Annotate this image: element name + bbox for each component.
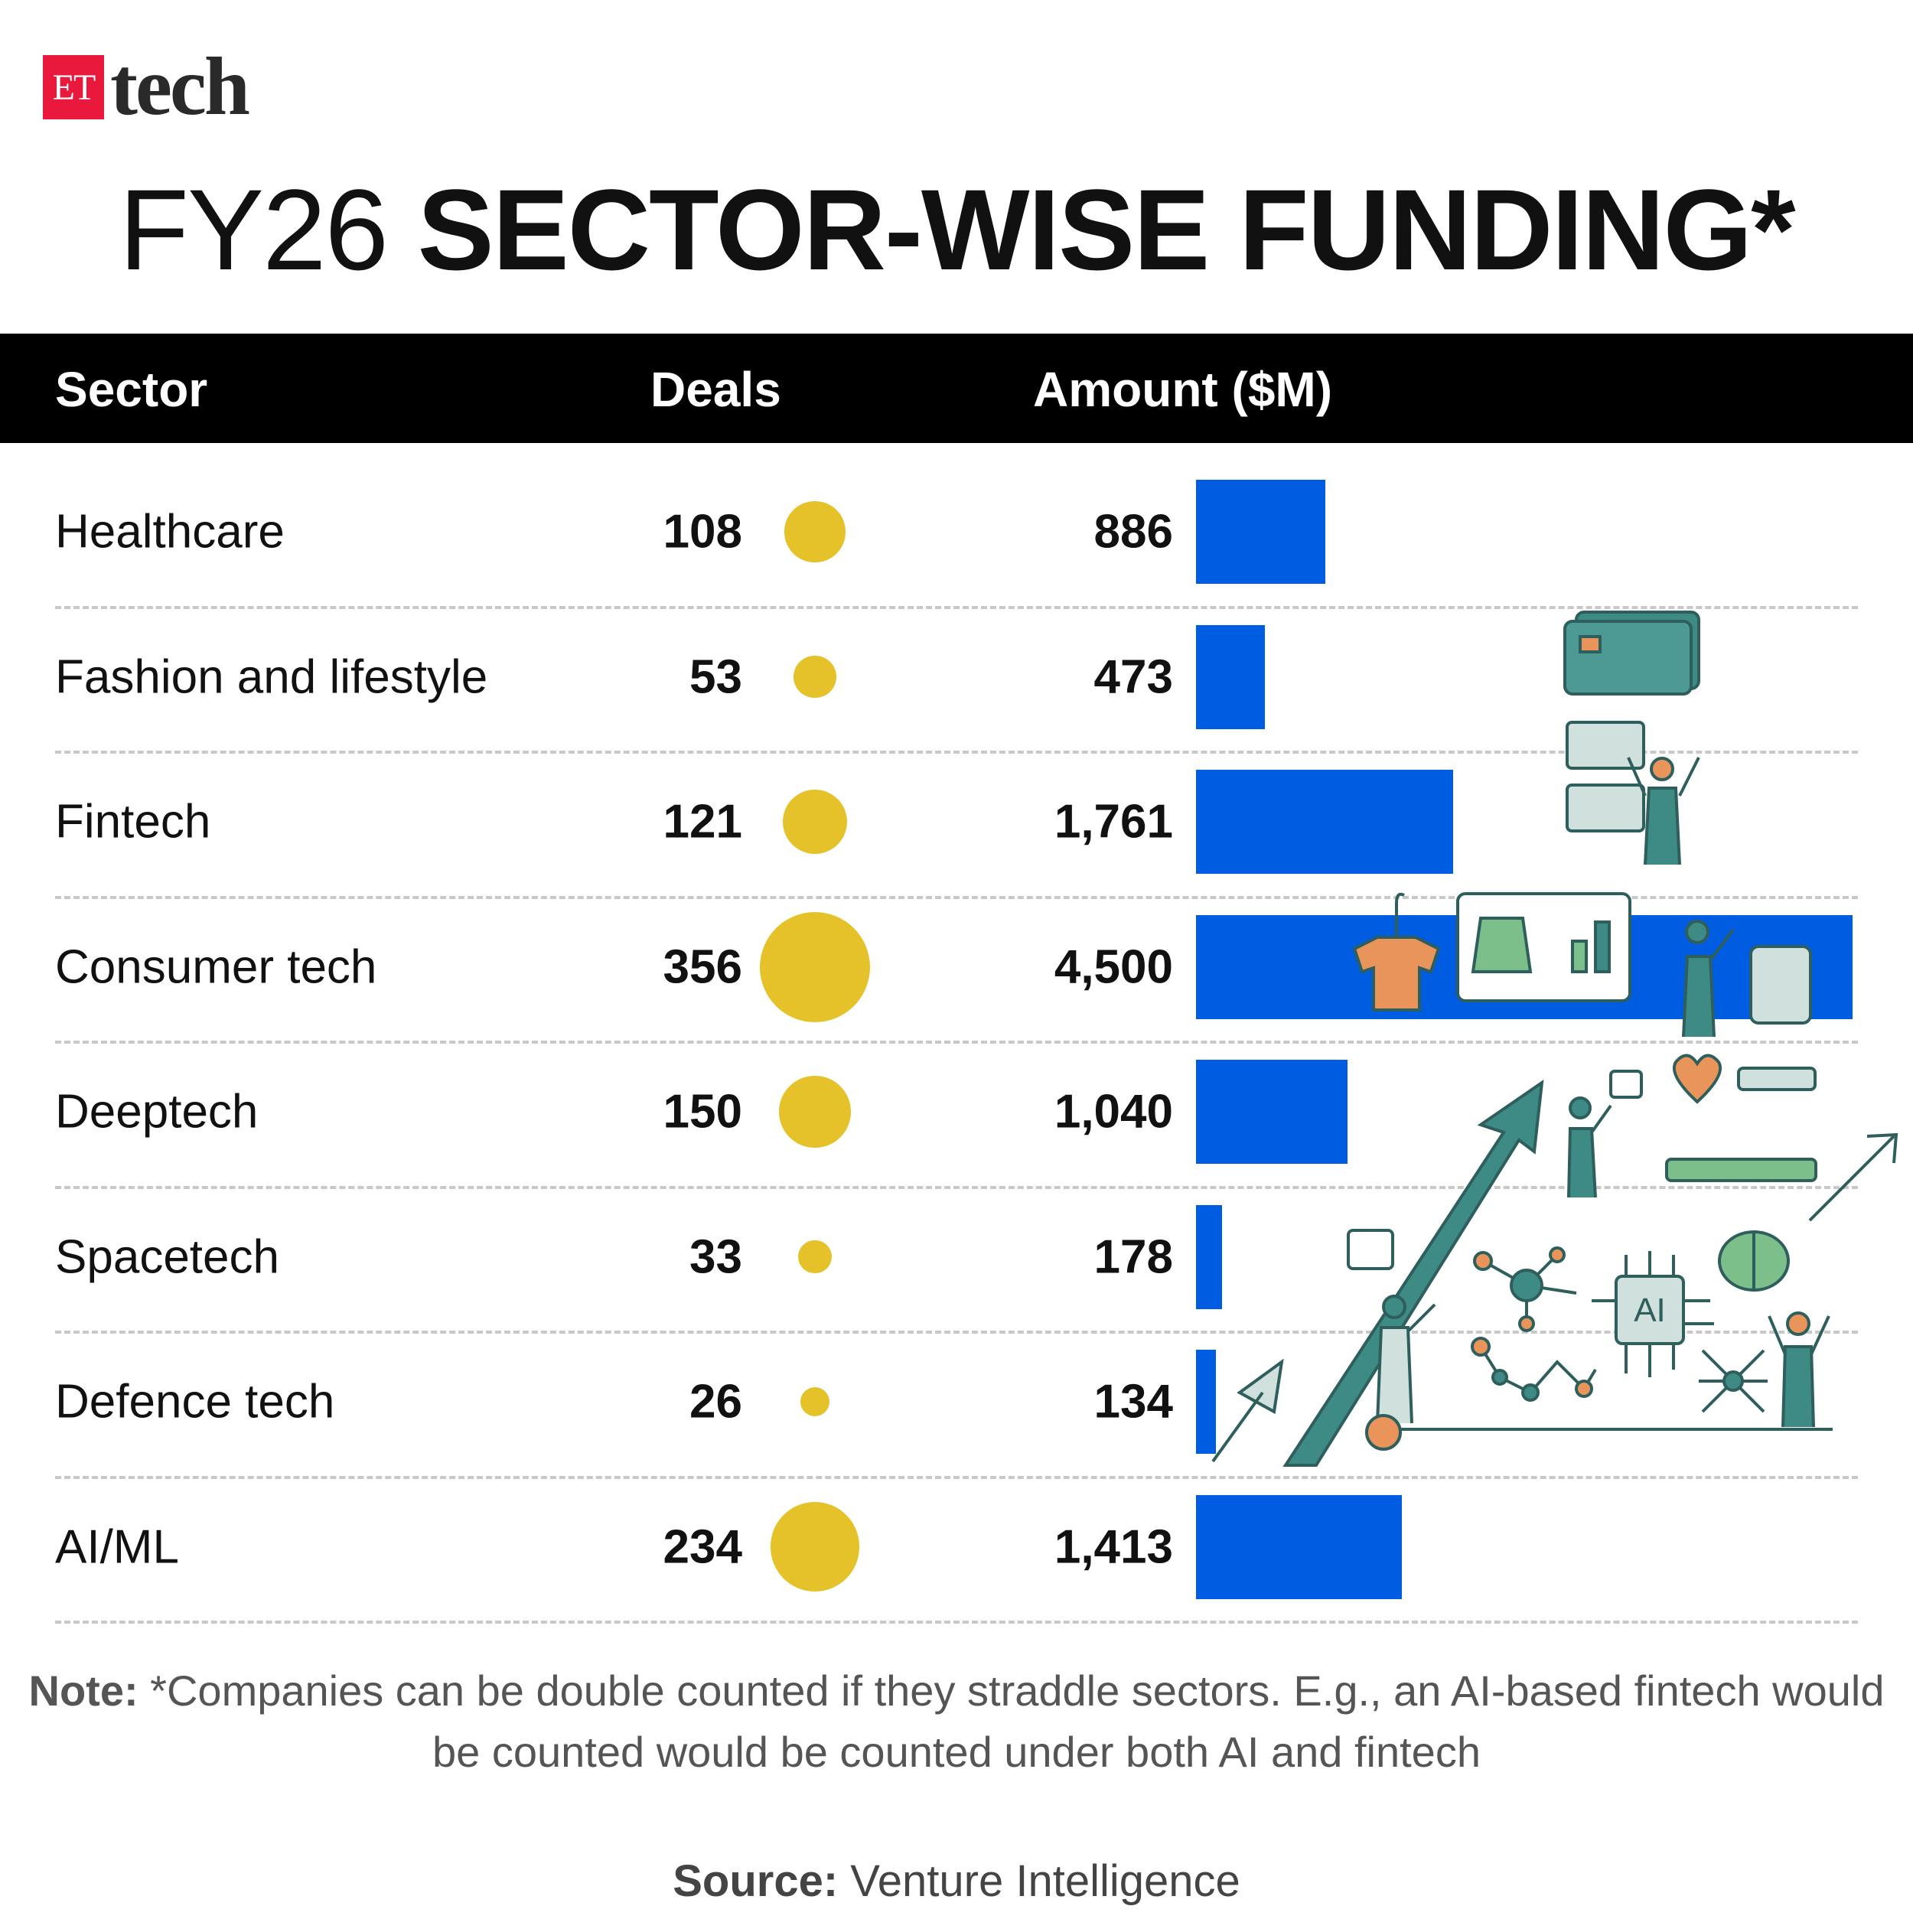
row-divider	[55, 1185, 1858, 1189]
amount-value: 1,040	[1054, 1085, 1173, 1139]
small-arrow-icon	[1211, 1358, 1284, 1463]
deals-value: 108	[663, 505, 742, 559]
deals-bubble	[783, 790, 847, 854]
header-amount: Amount ($M)	[1033, 362, 1333, 417]
heart-icon	[1672, 1054, 1722, 1104]
amount-bar	[1196, 1494, 1403, 1599]
note-label: Note:	[28, 1666, 139, 1715]
sector-label: Consumer tech	[55, 940, 377, 993]
hub-icon	[1699, 1349, 1768, 1413]
amount-value: 1,413	[1054, 1520, 1173, 1573]
shirt-icon	[1352, 892, 1441, 1012]
deals-value: 356	[663, 940, 742, 993]
sector-label: Healthcare	[55, 505, 285, 559]
amount-bar	[1196, 1060, 1348, 1164]
deals-bubble	[798, 1240, 832, 1274]
header-deals: Deals	[650, 362, 781, 417]
row-divider	[55, 1621, 1858, 1624]
et-tech-logo: ET tech	[43, 41, 250, 132]
trend-arrow-icon	[1808, 1132, 1898, 1222]
growth-arrow-icon	[1282, 1079, 1544, 1467]
ai-chip-icon	[1592, 1251, 1714, 1377]
source-line: Source: Venture Intelligence	[0, 1855, 1913, 1907]
sector-label: Fashion and lifestyle	[55, 650, 488, 703]
footnote: Note: *Companies can be double counted i…	[0, 1660, 1913, 1783]
row-divider	[55, 751, 1858, 754]
amount-bar	[1196, 1350, 1216, 1454]
deals-value: 150	[663, 1085, 742, 1139]
deals-bubble	[794, 655, 836, 699]
source-label: Source:	[673, 1856, 839, 1906]
sector-label: AI/ML	[55, 1520, 179, 1573]
row-divider	[55, 1041, 1858, 1044]
logo-et-box: ET	[43, 55, 104, 119]
deals-value: 234	[663, 1520, 742, 1573]
deals-value: 53	[689, 650, 742, 703]
amount-value: 178	[1093, 1230, 1173, 1283]
progress-icon	[1737, 1067, 1817, 1091]
person-presenter-icon	[1347, 1229, 1436, 1451]
row-divider	[55, 605, 1858, 609]
amount-bar	[1196, 480, 1325, 584]
amount-value: 473	[1093, 650, 1173, 703]
person-tablet-icon	[1682, 920, 1812, 1038]
amount-value: 134	[1093, 1375, 1173, 1429]
person-check-icon	[1567, 1070, 1643, 1198]
deals-bubble	[779, 1076, 851, 1148]
deals-bubble	[784, 501, 846, 562]
sector-label: Fintech	[55, 795, 211, 849]
table-header: Sector Deals Amount ($M)	[0, 334, 1913, 443]
row-divider	[55, 1475, 1858, 1479]
title-light: FY26	[119, 165, 418, 294]
amount-value: 886	[1093, 505, 1173, 559]
deals-value: 26	[689, 1375, 742, 1429]
note-text: *Companies can be double counted if they…	[138, 1666, 1885, 1776]
row-divider	[55, 895, 1858, 899]
sector-label: Spacetech	[55, 1230, 279, 1283]
title-bold: SECTOR-WISE FUNDING*	[417, 165, 1796, 294]
source-text: Venture Intelligence	[838, 1856, 1240, 1906]
amount-value: 4,500	[1054, 940, 1173, 993]
header-sector: Sector	[55, 362, 208, 417]
person-cheering-icon	[1768, 1311, 1830, 1428]
deals-value: 33	[689, 1230, 742, 1283]
page-title: FY26 SECTOR-WISE FUNDING*	[0, 168, 1913, 291]
logo-tech-text: tech	[110, 41, 250, 132]
amount-bar	[1196, 1204, 1222, 1309]
amount-bar	[1196, 624, 1266, 729]
row-divider	[55, 1331, 1858, 1334]
deals-bubble	[770, 1502, 860, 1592]
shop-screen-icon	[1456, 892, 1631, 1002]
network-icon	[1471, 1246, 1597, 1402]
credit-card-icon	[1563, 611, 1700, 696]
sector-label: Defence tech	[55, 1375, 335, 1429]
ai-chip-label: AI	[1634, 1292, 1666, 1329]
sector-label: Deeptech	[55, 1085, 259, 1139]
deals-value: 121	[663, 795, 742, 849]
amount-bar	[1196, 770, 1453, 874]
deals-bubble	[800, 1386, 830, 1417]
payment-person-icon	[1566, 721, 1700, 865]
brain-icon	[1718, 1230, 1790, 1292]
amount-value: 1,761	[1054, 795, 1173, 849]
deals-bubble	[760, 911, 870, 1022]
